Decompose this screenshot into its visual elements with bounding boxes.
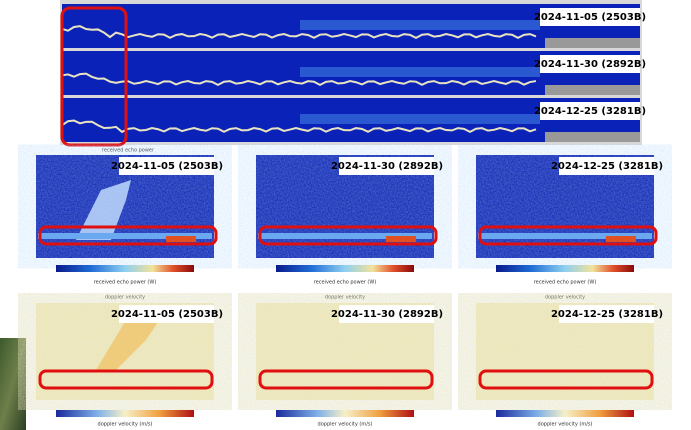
panel-label: 2024-11-05 (2503B) bbox=[111, 309, 223, 320]
panel-title: doppler velocity bbox=[545, 295, 585, 301]
strip-clutter bbox=[300, 20, 540, 30]
echo-hot bbox=[386, 236, 416, 242]
panel-label: 2024-12-25 (3281B) bbox=[551, 161, 663, 172]
strip-ground bbox=[545, 132, 640, 142]
panel-label: 2024-11-05 (2503B) bbox=[111, 161, 223, 172]
strip-caption: received echo power bbox=[102, 148, 155, 154]
panel-label: 2024-11-30 (2892B) bbox=[331, 309, 443, 320]
colorbar bbox=[56, 410, 194, 417]
strip-label: 2024-11-30 (2892B) bbox=[534, 59, 646, 70]
body: 2024-11-05 (2503B) 2024-11-30 (2892B) 2024… bbox=[0, 0, 691, 430]
colorbar bbox=[276, 410, 414, 417]
colorbar bbox=[56, 265, 194, 272]
colorbar-label: doppler velocity (m/s) bbox=[318, 422, 373, 428]
echo-hot bbox=[166, 236, 196, 242]
strip-ground bbox=[545, 85, 640, 95]
panel-label: 2024-11-30 (2892B) bbox=[331, 161, 443, 172]
strip-clutter bbox=[300, 67, 540, 77]
strip-ground bbox=[545, 38, 640, 48]
echo-hot bbox=[606, 236, 636, 242]
satellite-image bbox=[0, 338, 26, 430]
colorbar bbox=[496, 265, 634, 272]
strip-clutter bbox=[300, 114, 540, 124]
colorbar-label: doppler velocity (m/s) bbox=[98, 422, 153, 428]
colorbar-label: received echo power (W) bbox=[534, 280, 597, 286]
colorbar bbox=[276, 265, 414, 272]
strip-label: 2024-12-25 (3281B) bbox=[534, 106, 646, 117]
colorbar-label: received echo power (W) bbox=[94, 280, 157, 286]
colorbar-label: received echo power (W) bbox=[314, 280, 377, 286]
screenshot: 2024-11-05 (2503B) 2024-11-30 (2892B) 2024… bbox=[0, 0, 691, 430]
page: {"top_strip":{"rows":[{"label":"2024-11-… bbox=[0, 0, 691, 430]
panel-label: 2024-12-25 (3281B) bbox=[551, 309, 663, 320]
panel-title: doppler velocity bbox=[325, 295, 365, 301]
colorbar-label: doppler velocity (m/s) bbox=[538, 422, 593, 428]
strip-label: 2024-11-05 (2503B) bbox=[534, 12, 646, 23]
colorbar bbox=[496, 410, 634, 417]
panel-title: doppler velocity bbox=[105, 295, 145, 301]
